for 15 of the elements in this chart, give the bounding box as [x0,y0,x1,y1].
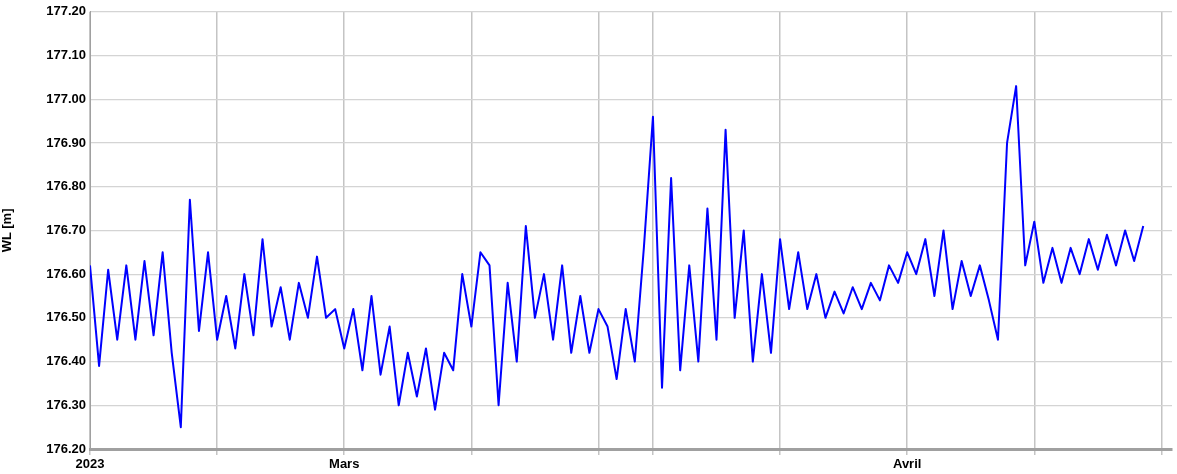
x-tick-label: Avril [892,456,922,472]
y-tick-label: 177.20 [46,3,86,19]
y-tick-label: 176.50 [46,309,86,325]
y-tick-label: 177.00 [46,90,86,106]
y-tick-label: 176.70 [46,221,86,237]
y-tick-label: 176.20 [46,440,86,456]
y-tick-label: 177.10 [46,47,86,63]
y-axis-title: WL [m] [0,208,15,253]
y-tick-label: 176.40 [46,353,86,369]
y-tick-label: 176.90 [46,134,86,150]
x-tick-label: Mars [329,456,360,472]
y-tick-label: 176.60 [46,265,86,281]
x-tick-label: 2023 [75,456,105,472]
y-tick-label: 176.30 [46,396,86,412]
y-tick-label: 176.80 [46,178,86,194]
